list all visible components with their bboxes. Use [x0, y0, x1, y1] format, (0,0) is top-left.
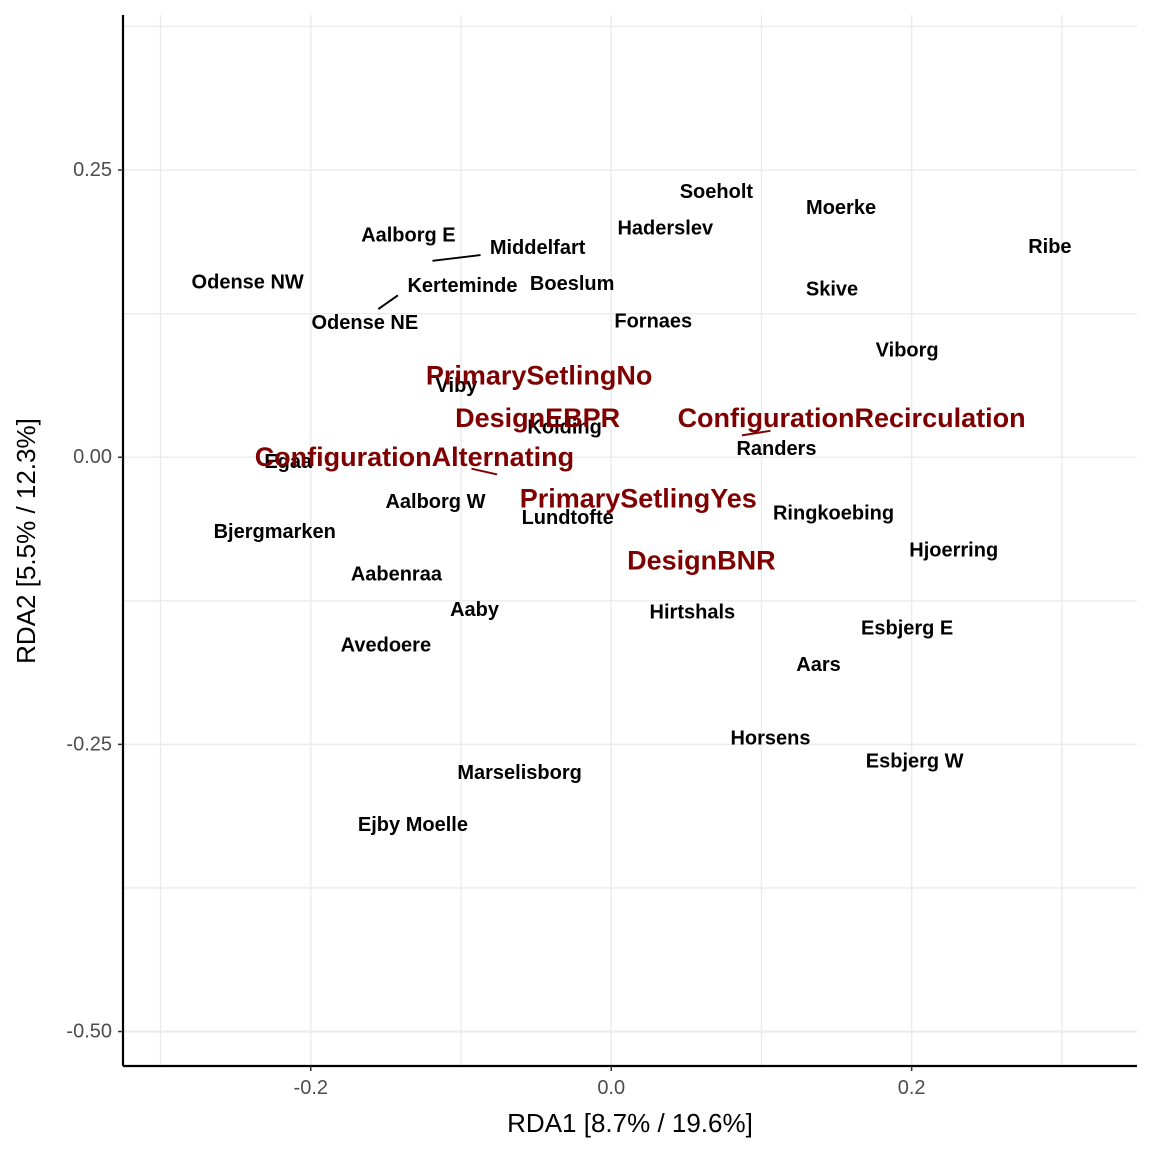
site-label: Boeslum — [530, 273, 614, 295]
site-labels: Soeholt Moerke Haderslev Aalborg E Ribe Midde… — [192, 181, 1072, 836]
site-label: Haderslev — [617, 218, 713, 240]
variable-label: PrimarySetlingYes — [520, 484, 757, 514]
site-label: Moerke — [806, 197, 876, 219]
site-label: Kerteminde — [407, 275, 517, 297]
site-label-connector — [432, 254, 481, 262]
site-label: Marselisborg — [457, 762, 581, 784]
y-tick-label: 0.00 — [73, 446, 112, 468]
site-label: Hjoerring — [909, 539, 998, 561]
site-label: Esbjerg W — [866, 751, 964, 773]
variable-label: ConfigurationAlternating — [255, 442, 574, 472]
y-axis-title: RDA2 [5.5% / 12.3%] — [11, 418, 41, 664]
variable-label-connector — [741, 429, 771, 437]
site-label: Ejby Moelle — [358, 814, 468, 836]
site-label: Soeholt — [680, 181, 754, 203]
y-tick-label: -0.25 — [66, 733, 112, 755]
x-tick-label: 0.0 — [597, 1077, 625, 1099]
site-label: Odense NE — [312, 312, 419, 334]
site-label: Avedoere — [341, 635, 431, 657]
site-label: Esbjerg E — [861, 617, 953, 639]
site-label: Hirtshals — [650, 601, 736, 623]
site-label: Bjergmarken — [214, 521, 336, 543]
site-label: Middelfart — [490, 237, 586, 259]
y-tick-label: 0.25 — [73, 159, 112, 181]
variable-label: ConfigurationRecirculation — [678, 403, 1026, 433]
site-label: Fornaes — [614, 311, 692, 333]
site-label: Odense NW — [192, 272, 304, 294]
site-label: Viborg — [876, 339, 939, 361]
grid-lines — [123, 15, 1137, 1066]
site-label: Ringkoebing — [773, 503, 894, 525]
site-label: Aalborg E — [361, 225, 455, 247]
axes: -0.2 0.0 0.2 -0.50 -0.25 0.00 0.25 — [66, 15, 1137, 1099]
x-tick-label: 0.2 — [898, 1077, 926, 1099]
site-label: Lundtofte — [522, 507, 614, 529]
x-tick-label: -0.2 — [294, 1077, 328, 1099]
label-connectors — [377, 254, 771, 476]
variable-label: DesignEBPR — [455, 403, 620, 433]
site-label: Horsens — [730, 728, 810, 750]
site-label: Kolding — [527, 416, 601, 438]
site-label: Ribe — [1028, 236, 1071, 258]
variable-labels: PrimarySetlingNo DesignEBPR ConfigurationR… — [255, 361, 1026, 576]
site-label-connector — [377, 294, 399, 310]
variable-label: DesignBNR — [627, 546, 776, 576]
site-label: Aars — [796, 654, 840, 676]
site-label: Randers — [736, 438, 816, 460]
site-label: Viby — [436, 375, 479, 397]
site-label: Aaby — [450, 599, 500, 621]
y-tick-label: -0.50 — [66, 1021, 112, 1043]
site-label: Skive — [806, 279, 858, 301]
site-label: Aalborg W — [385, 491, 485, 513]
site-label: Egaa — [264, 451, 313, 473]
x-axis-title: RDA1 [8.7% / 19.6%] — [507, 1108, 753, 1138]
variable-label: PrimarySetlingNo — [426, 361, 653, 391]
variable-label-connector — [471, 467, 498, 476]
site-label: Aabenraa — [351, 563, 443, 585]
